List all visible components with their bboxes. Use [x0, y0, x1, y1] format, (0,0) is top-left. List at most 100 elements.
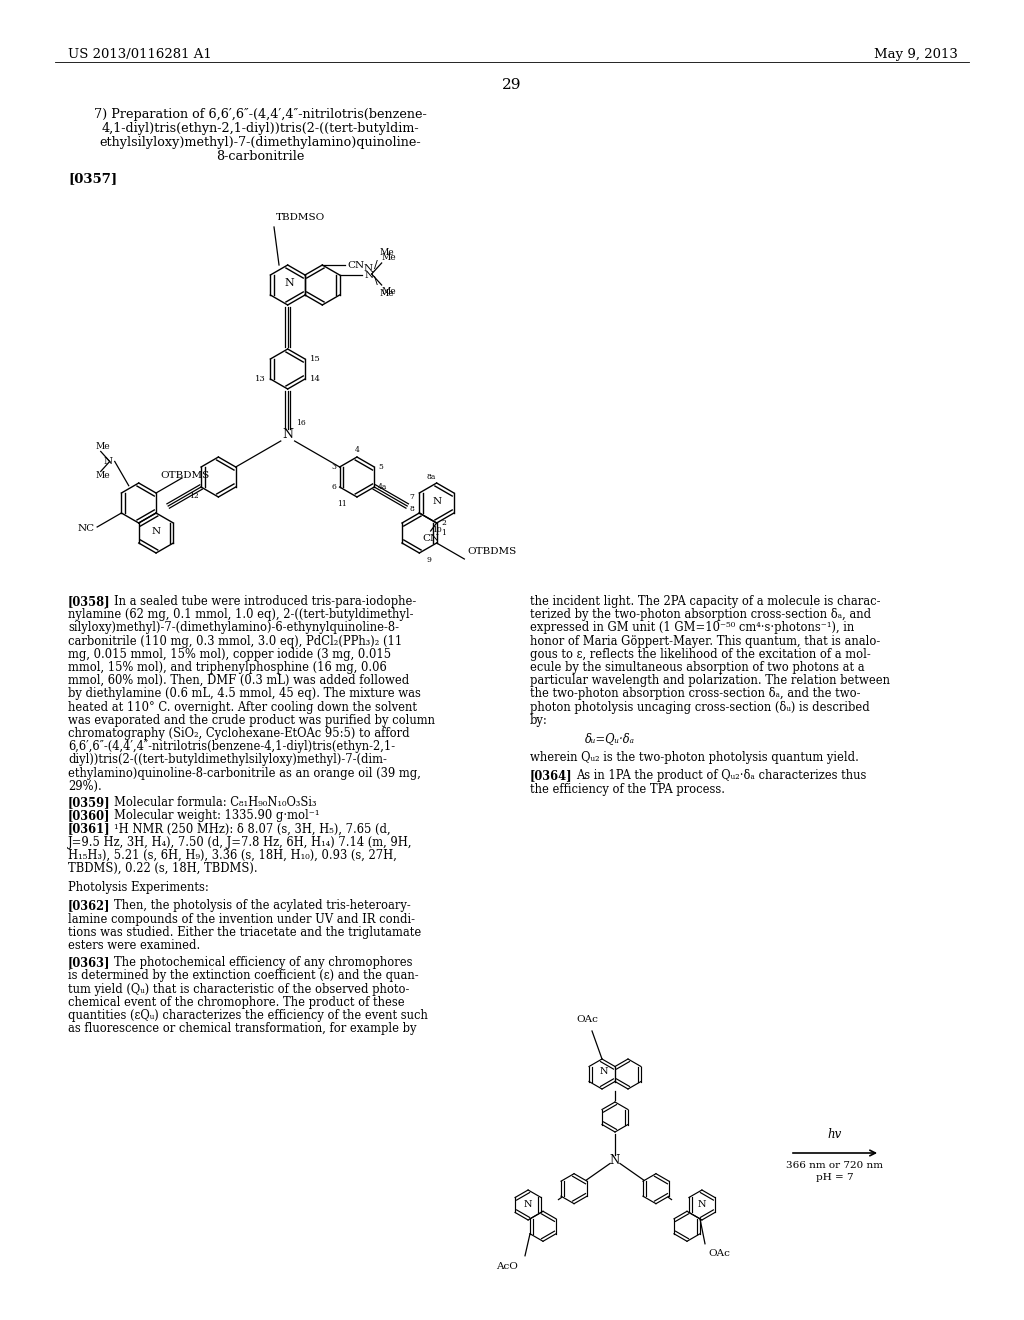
Text: TBDMSO: TBDMSO: [276, 213, 326, 222]
Text: Me: Me: [95, 442, 110, 451]
Text: N: N: [285, 279, 295, 288]
Text: Photolysis Experiments:: Photolysis Experiments:: [68, 882, 209, 894]
Text: [0357]: [0357]: [68, 172, 117, 185]
Text: ethylamino)quinoline-8-carbonitrile as an orange oil (39 mg,: ethylamino)quinoline-8-carbonitrile as a…: [68, 767, 421, 780]
Text: carbonitrile (110 mg, 0.3 mmol, 3.0 eq), PdCl₂(PPh₃)₂ (11: carbonitrile (110 mg, 0.3 mmol, 3.0 eq),…: [68, 635, 402, 648]
Text: tum yield (Qᵤ) that is characteristic of the observed photo-: tum yield (Qᵤ) that is characteristic of…: [68, 982, 410, 995]
Text: expressed in GM unit (1 GM=10⁻⁵⁰ cm⁴·s·photons⁻¹), in: expressed in GM unit (1 GM=10⁻⁵⁰ cm⁴·s·p…: [530, 622, 854, 635]
Text: by diethylamine (0.6 mL, 4.5 mmol, 45 eq). The mixture was: by diethylamine (0.6 mL, 4.5 mmol, 45 eq…: [68, 688, 421, 701]
Text: the efficiency of the TPA process.: the efficiency of the TPA process.: [530, 783, 725, 796]
Text: CN: CN: [422, 535, 439, 543]
Text: diyl))tris(2-((tert-butyldimethylsilyloxy)methyl)-7-(dim-: diyl))tris(2-((tert-butyldimethylsilylox…: [68, 754, 387, 767]
Text: particular wavelength and polarization. The relation between: particular wavelength and polarization. …: [530, 675, 890, 688]
Text: CN: CN: [347, 260, 365, 269]
Text: 12: 12: [189, 492, 200, 500]
Text: N: N: [283, 429, 293, 441]
Text: 4a: 4a: [378, 483, 387, 491]
Text: [0358]: [0358]: [68, 595, 111, 609]
Text: 9: 9: [427, 556, 432, 564]
Text: May 9, 2013: May 9, 2013: [874, 48, 958, 61]
Text: terized by the two-photon absorption cross-section δₐ, and: terized by the two-photon absorption cro…: [530, 609, 871, 622]
Text: the two-photon absorption cross-section δₐ, and the two-: the two-photon absorption cross-section …: [530, 688, 860, 701]
Text: N: N: [365, 272, 374, 281]
Text: Me: Me: [380, 248, 394, 257]
Text: lamine compounds of the invention under UV and IR condi-: lamine compounds of the invention under …: [68, 912, 415, 925]
Text: 11: 11: [337, 500, 347, 508]
Text: silyloxy)methyl)-7-(dimethylamino)-6-ethynylquinoline-8-: silyloxy)methyl)-7-(dimethylamino)-6-eth…: [68, 622, 399, 635]
Text: Then, the photolysis of the acylated tris-heteroary-: Then, the photolysis of the acylated tri…: [114, 899, 411, 912]
Text: 10: 10: [432, 525, 441, 535]
Text: OTBDMS: OTBDMS: [467, 546, 516, 556]
Text: As in 1PA the product of Qᵤ₂·δₐ characterizes thus: As in 1PA the product of Qᵤ₂·δₐ characte…: [575, 770, 866, 783]
Text: tions was studied. Either the triacetate and the triglutamate: tions was studied. Either the triacetate…: [68, 925, 421, 939]
Text: N: N: [697, 1200, 707, 1209]
Text: OAc: OAc: [708, 1249, 730, 1258]
Text: N: N: [432, 496, 441, 506]
Text: 15: 15: [309, 355, 321, 363]
Text: chemical event of the chromophore. The product of these: chemical event of the chromophore. The p…: [68, 995, 404, 1008]
Text: by:: by:: [530, 714, 548, 727]
Text: Me: Me: [380, 289, 394, 298]
Text: Me: Me: [95, 471, 110, 480]
Text: 29%).: 29%).: [68, 780, 101, 793]
Text: 29: 29: [502, 78, 522, 92]
Text: honor of Maria Göppert-Mayer. This quantum, that is analo-: honor of Maria Göppert-Mayer. This quant…: [530, 635, 881, 648]
Text: gous to ε, reflects the likelihood of the excitation of a mol-: gous to ε, reflects the likelihood of th…: [530, 648, 870, 661]
Text: chromatography (SiO₂, Cyclohexane-EtOAc 95:5) to afford: chromatography (SiO₂, Cyclohexane-EtOAc …: [68, 727, 410, 741]
Text: wherein Qᵤ₂ is the two-photon photolysis quantum yield.: wherein Qᵤ₂ is the two-photon photolysis…: [530, 751, 859, 764]
Text: 6,6′,6″-(4,4′,4″-nitrilotris(benzene-4,1-diyl)tris(ethyn-2,1-: 6,6′,6″-(4,4′,4″-nitrilotris(benzene-4,1…: [68, 741, 395, 754]
Text: 14: 14: [309, 375, 321, 383]
Text: Molecular weight: 1335.90 g·mol⁻¹: Molecular weight: 1335.90 g·mol⁻¹: [114, 809, 319, 822]
Text: [0359]: [0359]: [68, 796, 111, 809]
Text: is determined by the extinction coefficient (ε) and the quan-: is determined by the extinction coeffici…: [68, 969, 419, 982]
Text: The photochemical efficiency of any chromophores: The photochemical efficiency of any chro…: [114, 956, 413, 969]
Text: Me: Me: [382, 286, 396, 296]
Text: 3: 3: [331, 463, 336, 471]
Text: δᵤ=Qᵤ·δₐ: δᵤ=Qᵤ·δₐ: [585, 733, 635, 744]
Text: 8-carbonitrile: 8-carbonitrile: [216, 150, 304, 162]
Text: /: /: [374, 260, 378, 271]
Text: US 2013/0116281 A1: US 2013/0116281 A1: [68, 48, 212, 61]
Text: 13: 13: [255, 375, 265, 383]
Text: [0364]: [0364]: [530, 770, 572, 783]
Text: 4,1-diyl)tris(ethyn-2,1-diyl))tris(2-((tert-butyldim-: 4,1-diyl)tris(ethyn-2,1-diyl))tris(2-((t…: [101, 121, 419, 135]
Text: Me: Me: [382, 253, 396, 261]
Text: 7: 7: [410, 492, 415, 502]
Text: 5: 5: [378, 463, 383, 471]
Text: esters were examined.: esters were examined.: [68, 939, 201, 952]
Text: \: \: [374, 276, 378, 286]
Text: 1: 1: [441, 529, 446, 537]
Text: mmol, 15% mol), and triphenylphosphine (16 mg, 0.06: mmol, 15% mol), and triphenylphosphine (…: [68, 661, 387, 675]
Text: N: N: [152, 527, 161, 536]
Text: 8: 8: [410, 506, 415, 513]
Text: N: N: [524, 1200, 532, 1209]
Text: 4: 4: [354, 446, 359, 454]
Text: 7) Preparation of 6,6′,6″-(4,4′,4″-nitrilotris(benzene-: 7) Preparation of 6,6′,6″-(4,4′,4″-nitri…: [93, 108, 426, 121]
Text: [0362]: [0362]: [68, 899, 111, 912]
Text: [0363]: [0363]: [68, 956, 111, 969]
Text: In a sealed tube were introduced tris-para-iodophe-: In a sealed tube were introduced tris-pa…: [114, 595, 416, 609]
Text: TBDMS), 0.22 (s, 18H, TBDMS).: TBDMS), 0.22 (s, 18H, TBDMS).: [68, 862, 258, 875]
Text: Molecular formula: C₈₁H₉₀N₁₀O₃Si₃: Molecular formula: C₈₁H₉₀N₁₀O₃Si₃: [114, 796, 316, 809]
Text: NC: NC: [78, 524, 94, 533]
Text: photon photolysis uncaging cross-section (δᵤ) is described: photon photolysis uncaging cross-section…: [530, 701, 869, 714]
Text: [0361]: [0361]: [68, 822, 111, 836]
Text: 2: 2: [441, 519, 446, 527]
Text: ethylsilyloxy)methyl)-7-(dimethylamino)quinoline-: ethylsilyloxy)methyl)-7-(dimethylamino)q…: [99, 136, 421, 149]
Text: N: N: [364, 264, 373, 273]
Text: mmol, 60% mol). Then, DMF (0.3 mL) was added followed: mmol, 60% mol). Then, DMF (0.3 mL) was a…: [68, 675, 410, 688]
Text: ¹H NMR (250 MHz): δ 8.07 (s, 3H, H₅), 7.65 (d,: ¹H NMR (250 MHz): δ 8.07 (s, 3H, H₅), 7.…: [114, 822, 390, 836]
Text: N: N: [600, 1068, 608, 1077]
Text: [0360]: [0360]: [68, 809, 111, 822]
Text: ecule by the simultaneous absorption of two photons at a: ecule by the simultaneous absorption of …: [530, 661, 864, 675]
Text: as fluorescence or chemical transformation, for example by: as fluorescence or chemical transformati…: [68, 1022, 417, 1035]
Text: 6: 6: [331, 483, 336, 491]
Text: N: N: [103, 457, 113, 466]
Text: was evaporated and the crude product was purified by column: was evaporated and the crude product was…: [68, 714, 435, 727]
Text: mg, 0.015 mmol, 15% mol), copper iodide (3 mg, 0.015: mg, 0.015 mmol, 15% mol), copper iodide …: [68, 648, 391, 661]
Text: 366 nm or 720 nm: 366 nm or 720 nm: [786, 1162, 884, 1170]
Text: the incident light. The 2PA capacity of a molecule is charac-: the incident light. The 2PA capacity of …: [530, 595, 881, 609]
Text: J=9.5 Hz, 3H, H₄), 7.50 (d, J=7.8 Hz, 6H, H₁₄) 7.14 (m, 9H,: J=9.5 Hz, 3H, H₄), 7.50 (d, J=7.8 Hz, 6H…: [68, 836, 413, 849]
Text: H₁₅H₃), 5.21 (s, 6H, H₉), 3.36 (s, 18H, H₁₀), 0.93 (s, 27H,: H₁₅H₃), 5.21 (s, 6H, H₉), 3.36 (s, 18H, …: [68, 849, 397, 862]
Text: OTBDMS: OTBDMS: [160, 470, 209, 479]
